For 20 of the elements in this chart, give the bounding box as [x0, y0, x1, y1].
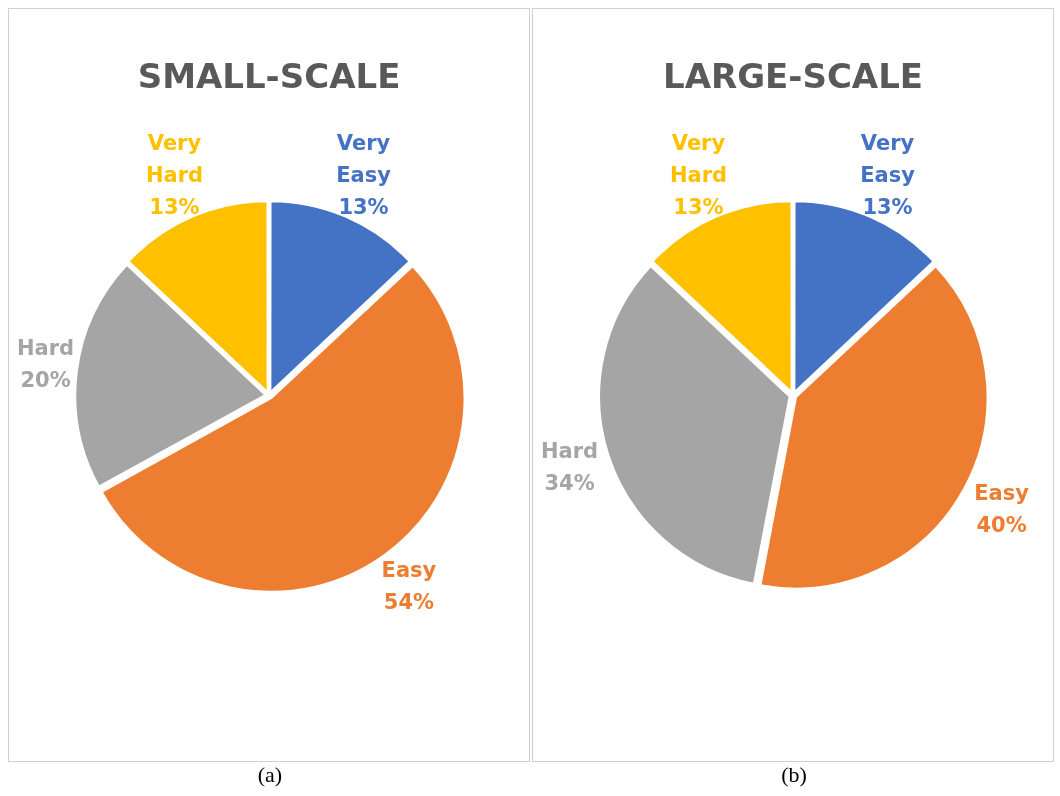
data-label: 13%: [673, 195, 724, 220]
slice-label: Very Hard: [669, 131, 728, 188]
slice-label: Hard: [541, 439, 599, 464]
slice-label: Easy: [381, 558, 437, 583]
data-label: 13%: [338, 195, 389, 220]
text: (a): [256, 762, 284, 788]
text: (b): [780, 762, 808, 788]
data-label: 54%: [383, 590, 435, 615]
chart-title: LARGE-SCALE: [662, 56, 924, 97]
data-label: 34%: [544, 471, 595, 496]
slice-label: Hard: [17, 336, 75, 361]
slice-label: Easy: [974, 480, 1030, 505]
data-label: 13%: [149, 195, 200, 220]
chart-title: SMALL-SCALE: [137, 56, 401, 97]
data-label: 40%: [976, 512, 1027, 537]
data-label: 13%: [862, 195, 913, 220]
slice-label: Very Hard: [145, 131, 204, 188]
data-label: 20%: [20, 368, 71, 393]
slice-label: Very Easy: [860, 131, 916, 188]
slice-label: Very Easy: [336, 131, 392, 188]
